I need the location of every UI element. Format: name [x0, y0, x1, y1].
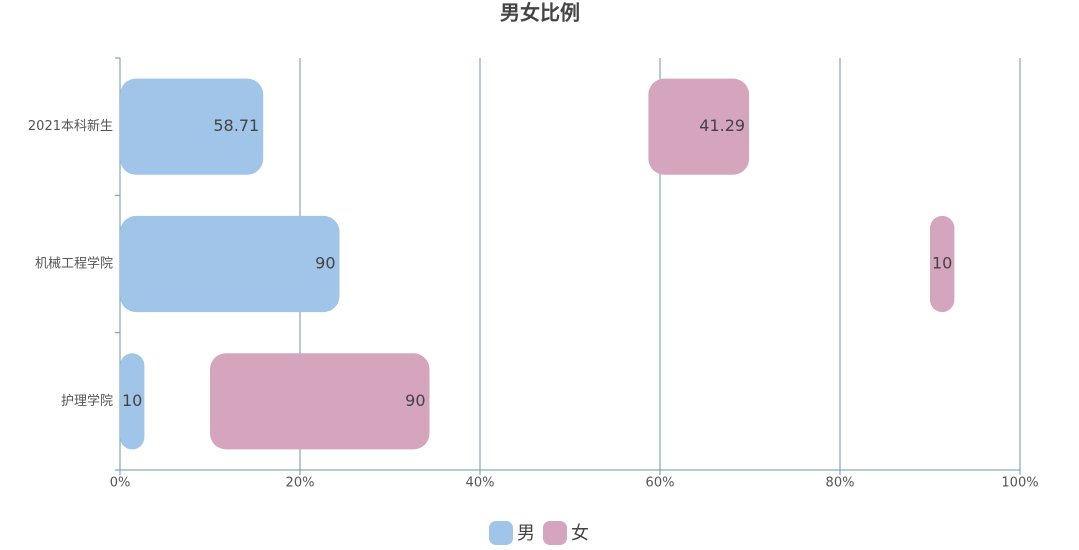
legend-label[interactable]: 男: [517, 523, 535, 544]
value-label: 10: [122, 391, 142, 410]
bar: [648, 78, 750, 175]
x-tick-label: 0%: [110, 476, 131, 491]
y-tick-label: 护理学院: [61, 393, 113, 409]
legend-swatch[interactable]: [489, 521, 513, 545]
bar: [210, 353, 430, 450]
x-tick-label: 100%: [1001, 476, 1038, 491]
value-label: 10: [932, 254, 952, 273]
value-label: 41.29: [699, 116, 745, 135]
value-label: 58.71: [213, 116, 259, 135]
x-tick-label: 40%: [466, 476, 495, 491]
x-tick-label: 60%: [646, 476, 675, 491]
value-label: 90: [315, 254, 335, 273]
bar: [120, 353, 145, 450]
bar: [930, 215, 955, 313]
legend-swatch[interactable]: [543, 521, 567, 545]
x-tick-label: 20%: [286, 476, 315, 491]
value-label: 90: [405, 391, 425, 410]
bar: [120, 78, 264, 175]
y-tick-label: 2021本科新生: [28, 118, 113, 134]
y-tick-label: 机械工程学院: [35, 256, 113, 272]
x-tick-label: 80%: [826, 476, 855, 491]
bar: [120, 215, 340, 313]
chart-title: 男女比例: [500, 1, 580, 25]
legend-label[interactable]: 女: [571, 523, 589, 544]
